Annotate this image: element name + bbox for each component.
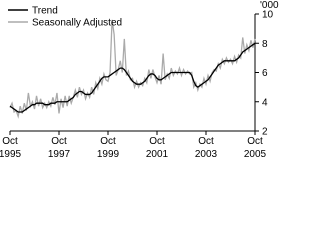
x-tick-label: Oct <box>149 136 165 147</box>
x-tick-label: Oct <box>100 136 116 147</box>
x-tick-label: 2001 <box>146 149 169 160</box>
x-tick-label: 1999 <box>97 149 120 160</box>
legend-label: Seasonally Adjusted <box>32 18 122 29</box>
x-tick-label: 1995 <box>0 149 22 160</box>
x-tick-label: 1997 <box>48 149 71 160</box>
series-line <box>9 19 256 119</box>
y-tick-label: 6 <box>262 68 268 79</box>
x-tick-label: Oct <box>51 136 67 147</box>
y-tick-label: 10 <box>262 10 274 21</box>
y-tick-label: 2 <box>262 127 268 138</box>
x-tick-label: Oct <box>2 136 18 147</box>
y-tick-label: 8 <box>262 39 268 50</box>
series-line <box>9 42 256 113</box>
y-tick-label: 4 <box>262 97 268 108</box>
y-unit-label: '000 <box>260 0 279 11</box>
x-tick-label: 2005 <box>244 149 267 160</box>
chart: '000 2 4 6 8 10 Oct 1995 Oct 1997 Oct 1999 Oct 2001 O… <box>0 0 279 160</box>
x-tick-label: Oct <box>198 136 214 147</box>
x-tick-label: 2003 <box>195 149 218 160</box>
legend-label: Trend <box>32 6 58 17</box>
x-tick-label: Oct <box>247 136 263 147</box>
